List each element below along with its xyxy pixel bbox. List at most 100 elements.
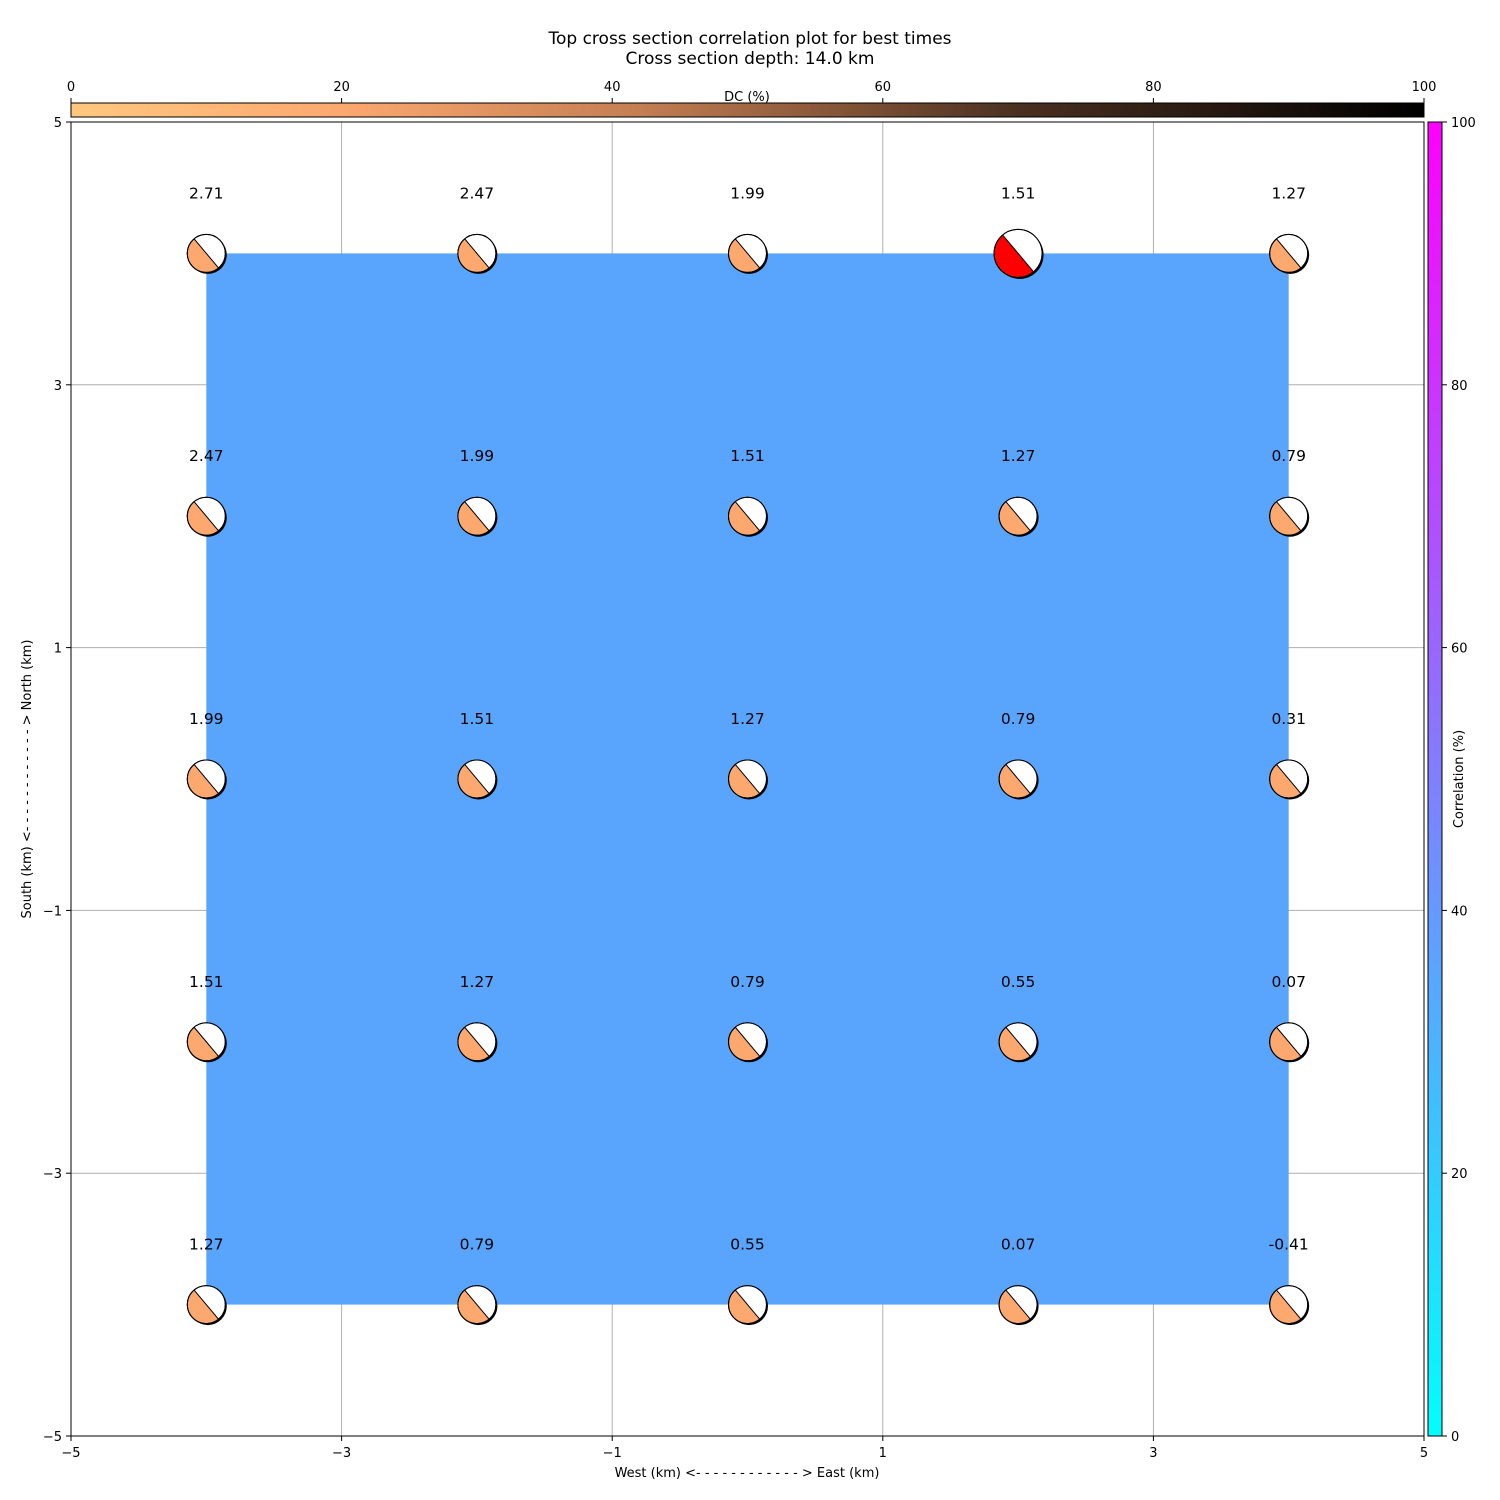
best-solution-beachball: [993, 228, 1044, 279]
beachball-outline: [728, 1285, 767, 1325]
beachball-outline: [186, 1285, 226, 1325]
beachball: [1269, 759, 1310, 800]
beachball-outline: [1269, 1022, 1309, 1062]
correlation-colorbar: [1427, 121, 1443, 1437]
x-axis-label: West (km) <- - - - - - - - - - - - > Eas…: [615, 1466, 880, 1481]
beachball-outline: [728, 759, 767, 799]
value-label: -0.41: [1269, 1236, 1309, 1254]
beachball: [186, 233, 227, 274]
beachball: [186, 496, 227, 537]
dc-tick-label: 60: [875, 80, 892, 95]
value-label: 1.27: [189, 1236, 224, 1254]
beachball-outline: [1269, 496, 1309, 536]
value-label: 1.27: [1271, 184, 1306, 202]
beachball-outline: [457, 1285, 497, 1325]
beachball: [998, 496, 1039, 537]
dc-tick-label: 100: [1412, 80, 1437, 95]
dc-tick-label: 80: [1145, 80, 1162, 95]
beachball-outline: [1269, 759, 1309, 799]
value-label: 0.55: [730, 1236, 765, 1254]
correlation-tick-label: 0: [1451, 1430, 1459, 1445]
axis-ticks: −5 −3 −1 1 3 5 −5 −3 −1 1 3 5: [43, 116, 1428, 1461]
beachball: [1269, 1022, 1310, 1063]
x-tick-label: 5: [1420, 1446, 1428, 1461]
value-label: 1.27: [1001, 447, 1036, 465]
beachball: [998, 759, 1039, 800]
beachball: [457, 496, 498, 537]
value-label: 1.51: [1001, 184, 1036, 202]
dc-colorbar-ticks: 0 20 40 60 80 100: [67, 80, 1437, 103]
beachball-outline: [186, 233, 226, 273]
value-label: 0.79: [730, 973, 765, 991]
beachball: [457, 233, 498, 274]
x-tick-label: −5: [61, 1446, 80, 1461]
chart-subtitle: Cross section depth: 14.0 km: [626, 49, 875, 69]
beachball-outline: [186, 1022, 226, 1062]
x-tick-label: −1: [603, 1446, 622, 1461]
beachball: [1269, 496, 1310, 537]
beachball-outline: [998, 496, 1038, 536]
beachball: [998, 1022, 1039, 1063]
beachball-outline: [457, 496, 497, 536]
correlation-tick-label: 20: [1451, 1167, 1468, 1182]
y-axis-label: South (km) <- - - - - - - - - - - - > No…: [20, 639, 35, 918]
y-tick-label: 3: [54, 379, 62, 394]
beachball: [728, 759, 768, 800]
beachball: [186, 759, 227, 800]
beachball-outline: [728, 233, 767, 273]
correlation-tick-label: 80: [1451, 379, 1468, 394]
beachball: [457, 759, 498, 800]
beachball-outline: [728, 496, 767, 536]
y-tick-label: −1: [43, 904, 62, 919]
beachball-outline: [186, 759, 226, 799]
beachball: [728, 496, 768, 537]
beachball-outline: [457, 759, 497, 799]
value-label: 0.79: [1001, 710, 1036, 728]
beachball: [1269, 1285, 1310, 1326]
value-label: 2.71: [189, 184, 224, 202]
value-label: 0.79: [460, 1236, 495, 1254]
beachball: [1269, 233, 1310, 274]
beachball-outline: [457, 1022, 497, 1062]
value-label: 0.55: [1001, 973, 1036, 991]
beachball: [457, 1022, 498, 1063]
beachball-outline: [457, 233, 497, 273]
value-label: 2.47: [460, 184, 495, 202]
beachball: [186, 1022, 227, 1063]
value-label: 1.51: [189, 973, 224, 991]
x-tick-label: −3: [332, 1446, 351, 1461]
beachball: [186, 1285, 227, 1326]
beachball: [728, 1022, 768, 1063]
x-tick-label: 1: [879, 1446, 887, 1461]
grid-points: 2.71 2.47 1.99 1.51 1.27 2.47 1.99 1.51 1.27 0.79…: [186, 184, 1310, 1326]
value-label: 1.99: [189, 710, 224, 728]
beachball: [728, 1285, 768, 1326]
beachball: [457, 1285, 498, 1326]
beachball-outline: [1269, 1285, 1309, 1325]
dc-tick-label: 0: [67, 80, 75, 95]
value-label: 2.47: [189, 447, 224, 465]
value-label: 0.79: [1271, 447, 1306, 465]
y-tick-label: −5: [43, 1430, 62, 1445]
beachball-outline: [998, 1285, 1038, 1325]
correlation-colorbar-ticks: 0 20 40 60 80 100: [1442, 116, 1476, 1445]
dc-tick-label: 20: [333, 80, 350, 95]
value-label: 1.27: [730, 710, 765, 728]
beachball-outline: [186, 496, 226, 536]
x-tick-label: 3: [1149, 1446, 1157, 1461]
beachball-outline: [728, 1022, 767, 1062]
value-label: 1.51: [460, 710, 495, 728]
correlation-tick-label: 60: [1451, 642, 1468, 657]
value-label: 1.99: [460, 447, 495, 465]
value-label: 1.27: [460, 973, 495, 991]
beachball-outline: [993, 228, 1043, 278]
value-label: 0.31: [1271, 710, 1306, 728]
value-label: 0.07: [1001, 1236, 1036, 1254]
beachball-outline: [998, 759, 1038, 799]
dc-colorbar-label: DC (%): [724, 90, 770, 105]
beachball-outline: [1269, 233, 1309, 273]
beachball: [998, 1285, 1039, 1326]
value-label: 1.51: [730, 447, 765, 465]
plot-frame: [70, 121, 1425, 1437]
